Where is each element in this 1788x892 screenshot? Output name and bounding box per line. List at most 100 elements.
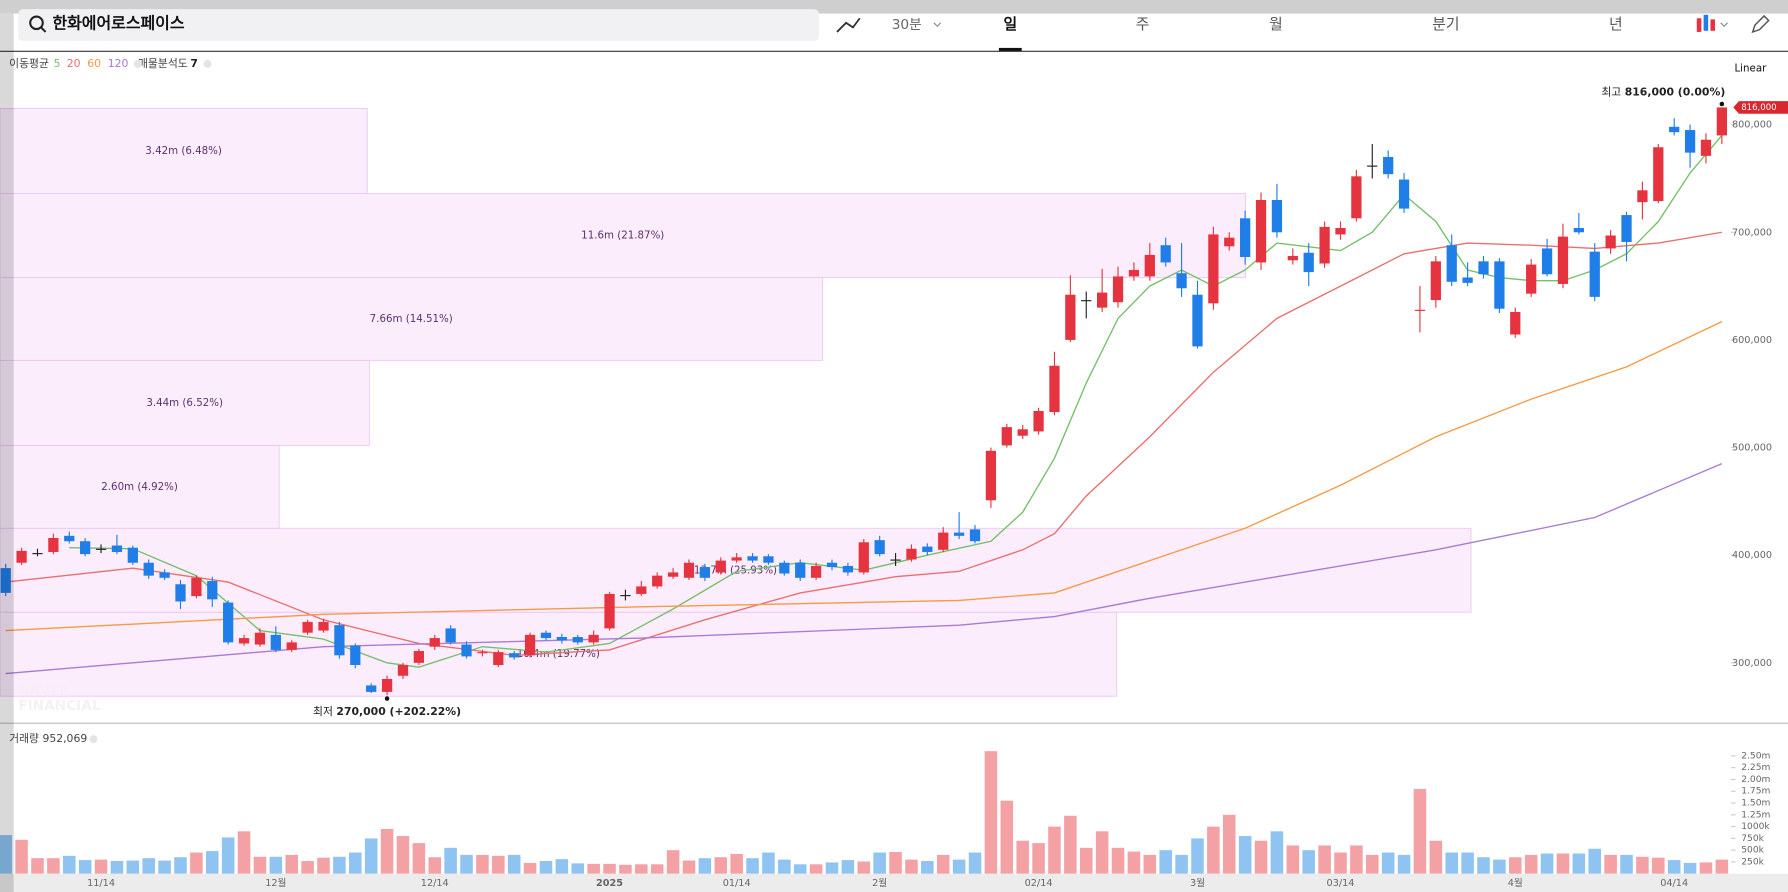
candle-body [1605,235,1616,249]
candle-body [1414,309,1426,311]
candle-body [48,537,59,552]
candle-body [1589,251,1600,297]
candle-body [652,575,663,587]
ma-line [5,463,1723,675]
volume-bar [555,859,569,874]
volume-bar [1429,840,1443,874]
candle-body [445,628,456,643]
candle-body [302,621,313,633]
high-annotation: 최고 816,000 (0.00%) [1601,86,1725,99]
candle-body [620,595,631,597]
volume-bar [0,835,12,874]
volume-label: 거래량 [9,732,39,745]
volume-bar [1413,788,1427,874]
volume-bar [1620,854,1633,874]
candle-body [1097,292,1108,308]
tab[interactable]: 분기 [1432,16,1459,33]
volume-bar [968,852,982,874]
candle-body [366,685,377,692]
volume-bar [492,855,505,874]
tab-underline [998,47,1022,52]
volume-bar [174,857,187,874]
candle-body [1208,234,1219,304]
volume-bar [1079,847,1093,874]
x-axis-strip [0,873,1788,892]
candle-body [1049,365,1060,413]
candle-body [795,562,806,578]
interval-select[interactable]: 30분 [892,17,922,33]
candle-body [223,602,234,643]
close-icon [133,59,142,68]
candle-body [1351,176,1362,219]
profile-legend-period: 7 [190,57,198,70]
volume-bar [952,859,966,874]
volume-bar [746,858,759,874]
candle-body [810,565,822,578]
indicator-icon[interactable] [836,17,861,33]
close-icon[interactable] [203,59,212,68]
volume-bar [1016,840,1029,874]
candle-body [1557,236,1569,284]
tab[interactable]: 일 [1003,16,1017,33]
y-tick-label: 2.25m [1741,763,1770,773]
volume-bar [1461,852,1474,874]
candle-body [842,565,854,573]
volume-bar [349,852,362,874]
y-tick-label: 1.75m [1741,787,1770,797]
y-tick-label: 300,000 [1732,658,1772,669]
volume-bar [1588,848,1602,874]
volume-bar [1572,853,1586,874]
volume-bar [15,839,28,874]
price-tag-label: 816,000 [1741,103,1776,113]
candle-body [1240,218,1251,258]
volume-bar [412,843,426,874]
tab[interactable]: 주 [1136,16,1150,33]
search-icon [29,15,44,31]
volume-bar [1286,845,1300,874]
x-tick-label: 3월 [1190,877,1205,889]
candle-body [1398,179,1410,209]
tab[interactable]: 년 [1609,16,1623,33]
volume-bar [857,861,871,874]
volume-bar [1127,851,1141,874]
x-tick-label: 2025 [596,878,623,889]
candle-body [1541,248,1553,275]
candle-body [254,632,266,645]
volume-bar [539,861,553,874]
candle-body [683,562,695,578]
ma-legend-entry: 60 [87,57,101,70]
volume-bar [873,852,886,874]
volume-bar [730,853,743,874]
candle-body [1224,237,1235,247]
search-box[interactable] [18,9,819,42]
ma-line [5,321,1723,632]
scale-label[interactable]: Linear [1734,62,1767,74]
tab[interactable]: 월 [1269,16,1283,33]
profile-band [0,444,280,529]
volume-bar [126,860,140,874]
volume-bar [476,854,489,874]
high-value: 816,000 (0.00%) [1625,86,1726,99]
low-prefix: 최저 [313,705,333,718]
candle-body [413,651,424,663]
volume-bar [698,858,712,874]
volume-bar [936,854,950,874]
draw-icon[interactable] [1751,14,1770,34]
candle-body [270,634,281,650]
y-tick-label: 1.25m [1741,810,1770,820]
search-query[interactable]: 한화에어로스페이스 [52,13,184,32]
candle-body [556,637,567,641]
candle-body [286,642,297,650]
volume-bar [1000,800,1014,874]
y-tick-label: 1000k [1741,822,1770,832]
close-icon[interactable] [89,735,98,744]
profile-label: 13.7m (25.93%) [694,564,777,576]
candle-body [588,634,599,643]
volume-bar [94,859,108,874]
chart-type-icon[interactable] [1696,14,1716,32]
volume-bar [1048,826,1061,874]
chevron [1720,22,1728,28]
candle-body [397,664,409,676]
candle-body [540,632,552,639]
candle-body [1526,264,1537,294]
